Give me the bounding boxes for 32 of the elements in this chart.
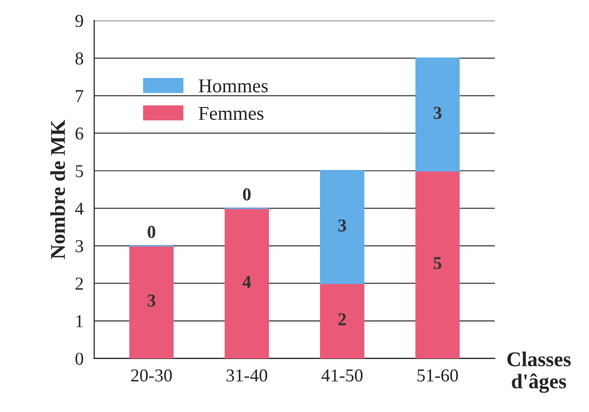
- bar: [320, 282, 364, 358]
- y-tick-label: 5: [76, 165, 84, 178]
- y-tick-label: 3: [76, 240, 84, 252]
- x-tick-label: 41-50: [321, 369, 363, 382]
- y-tick-label: 7: [76, 90, 84, 102]
- data-label: 3: [338, 219, 346, 232]
- data-label: 2: [338, 313, 346, 326]
- bar: [415, 170, 460, 358]
- y-axis-title: Nombre de MK: [50, 120, 66, 259]
- data-label: 3: [434, 106, 442, 119]
- data-label: 4: [242, 276, 251, 288]
- legend-label: Femmes: [198, 106, 264, 120]
- legend-label: Hommes: [198, 80, 268, 92]
- x-axis-title: Classes d'âges: [507, 352, 571, 393]
- y-tick-label: 6: [76, 128, 84, 140]
- y-tick-label: 9: [75, 14, 84, 28]
- data-label: 3: [148, 294, 156, 307]
- y-tick-label: 8: [75, 52, 84, 65]
- data-label: 5: [434, 257, 442, 270]
- bar: [129, 245, 174, 358]
- data-label: 0: [148, 226, 156, 238]
- y-tick-label: 1: [76, 315, 83, 328]
- bar: [320, 170, 364, 284]
- y-tick-label: 2: [76, 278, 83, 290]
- y-tick-label: 0: [75, 352, 84, 365]
- bar: [415, 57, 460, 172]
- data-label: 0: [242, 188, 251, 200]
- x-tick-label: 51-60: [418, 369, 458, 382]
- y-tick-label: 4: [75, 202, 84, 215]
- bar: [224, 208, 269, 358]
- x-tick-label: 20-30: [131, 369, 172, 382]
- x-tick-label: 31-40: [226, 369, 268, 382]
